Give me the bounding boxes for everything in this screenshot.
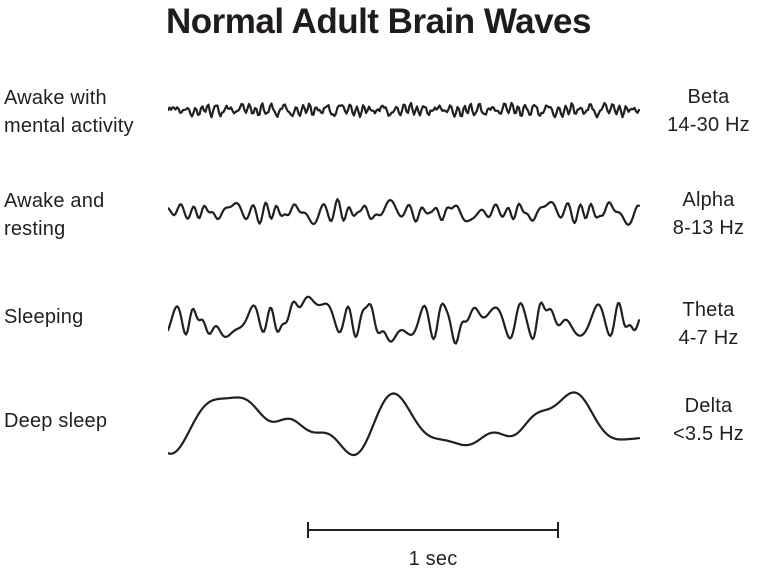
theta-waveform — [168, 295, 640, 345]
waveform-trace — [168, 101, 640, 119]
band-label: Alpha 8-13 Hz — [660, 186, 757, 242]
state-label: Sleeping — [4, 303, 174, 331]
delta-waveform — [168, 391, 640, 457]
band-label: Delta <3.5 Hz — [660, 392, 757, 448]
band-frequency-range: <3.5 Hz — [673, 423, 744, 445]
band-name: Beta — [687, 86, 730, 108]
band-label: Beta 14-30 Hz — [660, 83, 757, 139]
alpha-waveform — [168, 198, 640, 226]
state-label-line2: resting — [4, 218, 66, 240]
waveform-trace — [168, 198, 640, 226]
state-label: Awake and resting — [4, 187, 174, 243]
time-scale-bar — [307, 522, 559, 538]
state-label: Deep sleep — [4, 407, 174, 435]
state-label-line1: Deep sleep — [4, 410, 108, 432]
waveform-trace — [168, 391, 640, 457]
state-label-line1: Awake with — [4, 87, 107, 109]
band-name: Alpha — [682, 189, 735, 211]
state-label: Awake with mental activity — [4, 84, 174, 140]
band-frequency-range: 8-13 Hz — [672, 217, 745, 239]
time-scale-bar-line — [307, 522, 559, 538]
band-frequency-range: 4-7 Hz — [678, 327, 739, 349]
band-name: Theta — [682, 299, 735, 321]
band-label: Theta 4-7 Hz — [660, 296, 757, 352]
state-label-line1: Awake and — [4, 190, 105, 212]
figure-title: Normal Adult Brain Waves — [166, 2, 591, 41]
band-name: Delta — [684, 395, 733, 417]
beta-waveform — [168, 101, 640, 119]
waveform-trace — [168, 295, 640, 345]
time-scale-label: 1 sec — [408, 548, 458, 570]
state-label-line1: Sleeping — [4, 306, 84, 328]
state-label-line2: mental activity — [4, 115, 134, 137]
band-frequency-range: 14-30 Hz — [667, 114, 750, 136]
